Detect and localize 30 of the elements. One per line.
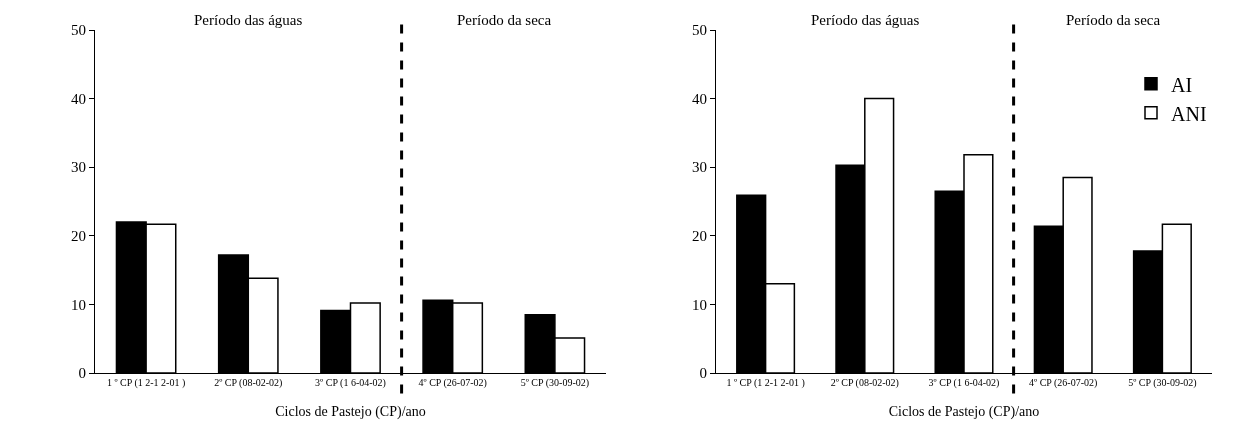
x-tick-label: 3º CP (1 6-04-02) bbox=[928, 377, 1000, 389]
x-tick-label: 1 º CP (1 2-1 2-01 ) bbox=[726, 377, 805, 389]
legend-label: ANI bbox=[1171, 102, 1207, 125]
x-tick-label: 2º CP (08-02-02) bbox=[830, 377, 899, 389]
y-tick-label: 10 bbox=[71, 296, 86, 313]
text: Período das águas bbox=[811, 12, 920, 28]
y-tick-label: 10 bbox=[692, 296, 707, 313]
x-tick-label: 5º CP (30-09-02) bbox=[1128, 377, 1197, 389]
y-tick-label: 40 bbox=[692, 90, 707, 107]
y-tick-label: 20 bbox=[692, 228, 707, 245]
x-tick-label: 5º CP (30-09-02) bbox=[520, 377, 590, 389]
y-tick-label: 30 bbox=[71, 159, 86, 176]
x-tick-label: 4º CP (26-07-02) bbox=[418, 377, 487, 389]
x-tick-label: 3º CP (1 6-04-02) bbox=[315, 377, 386, 389]
x-axis-title: Ciclos de Pastejo (CP)/ano bbox=[275, 404, 426, 421]
x-tick-label: 1 º CP (1 2-1 2-01 ) bbox=[106, 377, 186, 389]
x-tick-label: 2º CP (08-02-02) bbox=[214, 377, 283, 389]
text: Período das águas bbox=[194, 12, 303, 28]
y-tick-label: 50 bbox=[71, 22, 86, 39]
legend-label: AI bbox=[1171, 73, 1193, 96]
y-tick-label: 30 bbox=[692, 159, 707, 176]
y-tick-label: 0 bbox=[699, 365, 707, 382]
text: Período da seca bbox=[457, 12, 552, 28]
x-axis-title: Ciclos de Pastejo (CP)/ano bbox=[888, 404, 1040, 421]
y-tick-label: 0 bbox=[78, 365, 86, 382]
y-tick-label: 50 bbox=[692, 22, 707, 39]
y-tick-label: 40 bbox=[71, 90, 86, 107]
text: Período da seca bbox=[1066, 12, 1161, 28]
y-tick-label: 20 bbox=[71, 228, 86, 245]
x-tick-label: 4º CP (26-07-02) bbox=[1029, 377, 1098, 389]
